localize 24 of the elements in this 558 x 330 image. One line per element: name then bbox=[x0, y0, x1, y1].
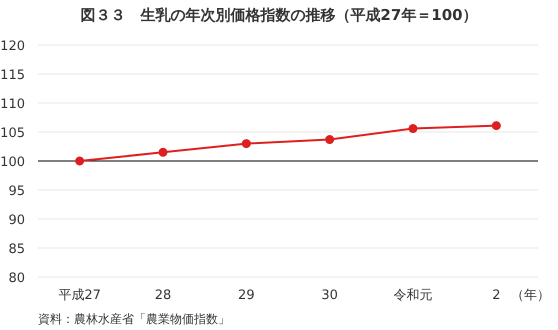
text: 資料：農林水産省「農業物価指数」 bbox=[38, 312, 230, 326]
y-tick-label: 80 bbox=[8, 271, 25, 286]
point bbox=[408, 124, 418, 134]
chart-title: 図３３ 生乳の年次別価格指数の推移（平成27年＝100） bbox=[80, 6, 478, 24]
y-tick-label: 95 bbox=[8, 184, 25, 199]
point bbox=[158, 148, 168, 157]
y-tick-label: 90 bbox=[8, 213, 25, 228]
y-tick-label: 105 bbox=[0, 126, 25, 141]
y-tick-label: 110 bbox=[0, 97, 25, 112]
point bbox=[492, 121, 501, 130]
x-tick-label: 28 bbox=[154, 288, 172, 303]
point bbox=[75, 156, 84, 166]
y-tick-label: 100 bbox=[0, 155, 25, 170]
point bbox=[242, 139, 251, 148]
x-tick-label: 30 bbox=[321, 288, 338, 303]
y-tick-label: 85 bbox=[8, 242, 25, 257]
point bbox=[325, 135, 334, 144]
x-tick-label: 令和元 bbox=[394, 288, 432, 303]
x-axis-title: （年） bbox=[511, 288, 550, 303]
x-tick-label: 29 bbox=[238, 288, 255, 303]
y-tick-label: 115 bbox=[0, 68, 25, 83]
x-tick-label: 平成27 bbox=[58, 288, 101, 303]
x-tick-label: 2 bbox=[492, 288, 500, 303]
y-tick-label: 120 bbox=[0, 39, 25, 54]
